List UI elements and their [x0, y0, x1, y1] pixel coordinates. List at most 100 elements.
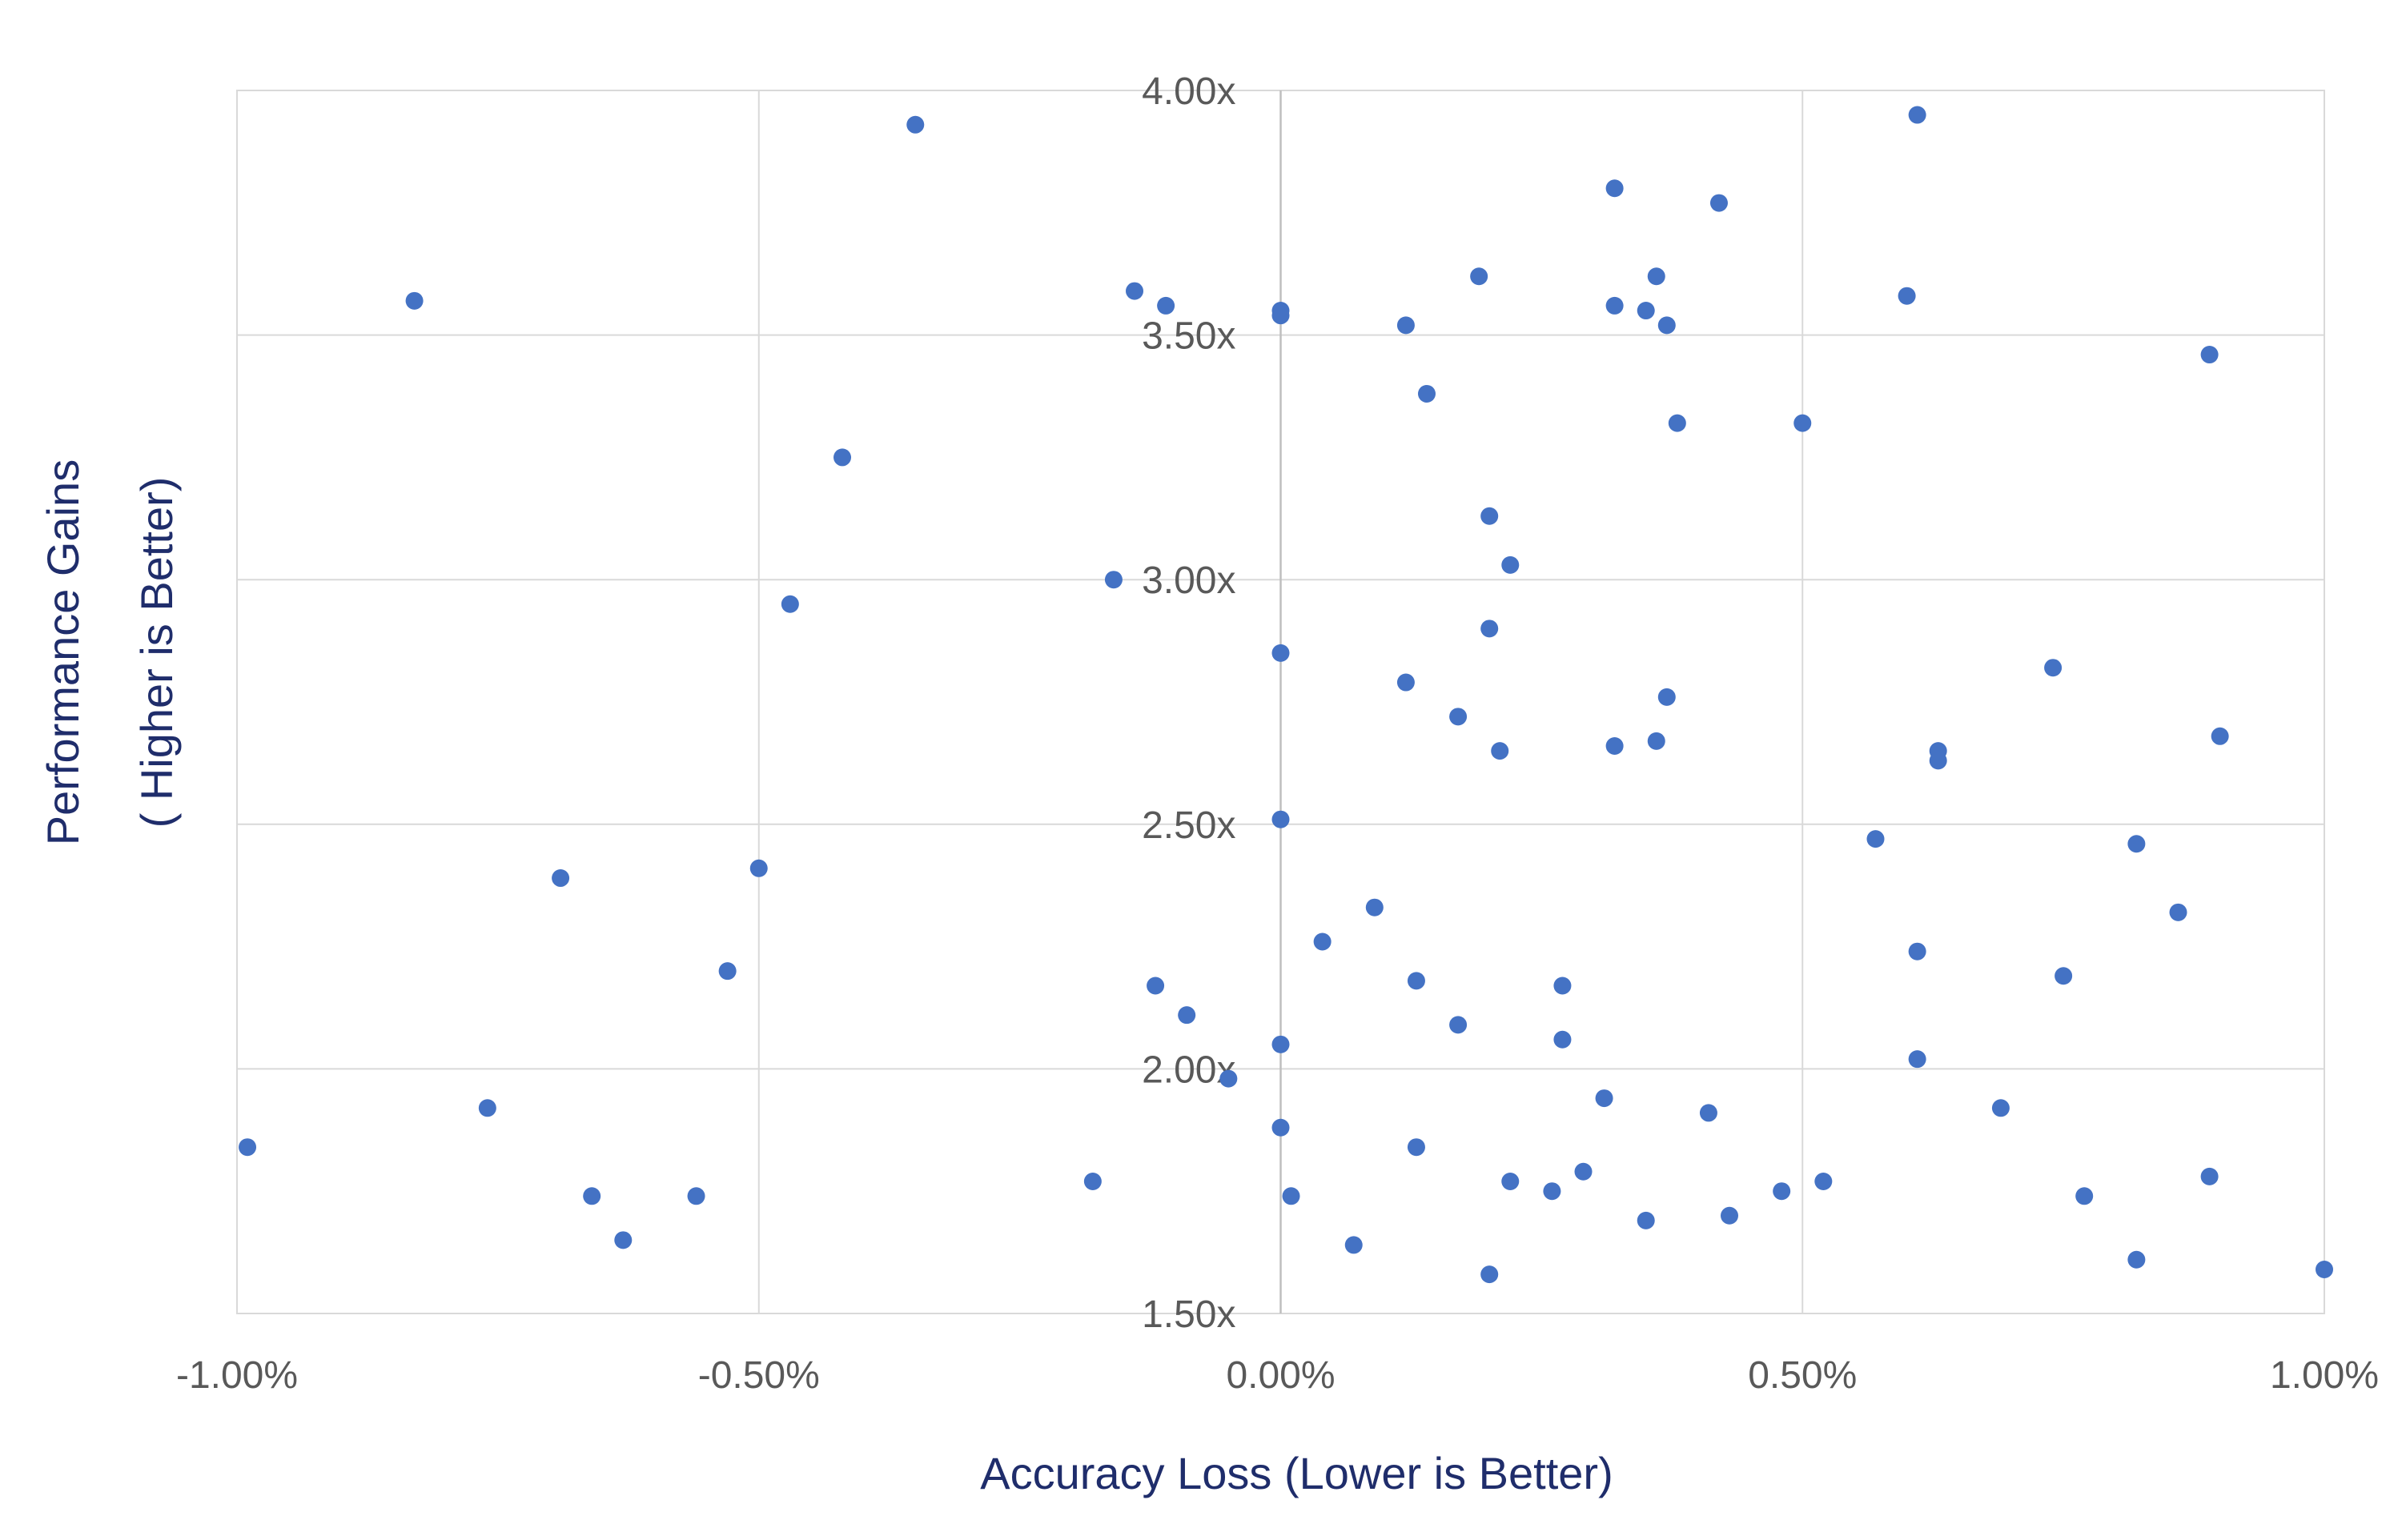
data-point: [1344, 1236, 1363, 1254]
x-tick-label: -0.50%: [698, 1354, 820, 1397]
y-axis-title: Performance Gains ( Higher is Better): [38, 459, 182, 845]
data-point: [1657, 316, 1676, 335]
y-axis-title-line-2: ( Higher is Better): [131, 477, 182, 828]
data-point: [405, 291, 424, 310]
data-point: [1282, 1187, 1300, 1205]
data-point: [906, 115, 925, 134]
data-point: [1605, 737, 1624, 756]
data-point: [1543, 1182, 1561, 1201]
data-point: [2169, 903, 2187, 921]
data-point: [1637, 302, 1655, 320]
data-point: [1773, 1182, 1791, 1201]
y-tick-label: 1.50x: [1142, 1293, 1235, 1336]
data-point: [1407, 1138, 1425, 1157]
data-point: [1271, 810, 1290, 828]
x-tick-label: 0.50%: [1748, 1354, 1857, 1397]
data-point: [583, 1187, 601, 1205]
data-point: [1898, 287, 1916, 305]
data-point: [1365, 898, 1384, 916]
data-point: [239, 1138, 257, 1157]
data-point: [478, 1099, 496, 1117]
data-point: [1605, 179, 1624, 198]
data-point: [1814, 1172, 1833, 1190]
data-point: [1908, 1050, 1926, 1069]
data-point: [1126, 282, 1144, 300]
data-point: [1657, 688, 1676, 706]
data-point: [2316, 1260, 2333, 1278]
data-point: [1929, 752, 1947, 770]
data-point: [1271, 1035, 1290, 1053]
data-point: [1866, 830, 1885, 848]
x-axis-title: Accuracy Loss (Lower is Better): [980, 1448, 1613, 1498]
data-points: [239, 106, 2333, 1284]
y-tick-label: 2.00x: [1142, 1049, 1235, 1091]
data-point: [1605, 296, 1624, 315]
data-point: [1417, 384, 1436, 403]
data-point: [718, 962, 737, 981]
data-point: [1104, 571, 1123, 589]
data-point: [1313, 932, 1332, 951]
data-point: [1449, 708, 1468, 726]
y-tick-label: 4.00x: [1142, 70, 1235, 113]
data-point: [1157, 296, 1175, 315]
data-point: [1396, 316, 1415, 335]
data-point: [1668, 414, 1686, 432]
data-point: [1480, 620, 1499, 638]
data-point: [1709, 194, 1728, 212]
data-point: [833, 448, 852, 467]
data-point: [1083, 1172, 1102, 1190]
data-point: [1647, 732, 1665, 750]
data-point: [1480, 507, 1499, 525]
tick-labels: 1.50x 2.00x 2.50x 3.00x 3.50x 4.00x -1.00% -0.5…: [176, 70, 2379, 1397]
data-point: [1595, 1089, 1613, 1108]
data-point: [1908, 942, 1926, 960]
data-point: [687, 1187, 705, 1205]
data-point: [552, 869, 570, 888]
data-point: [1147, 977, 1165, 995]
data-point: [1699, 1104, 1717, 1122]
data-point: [749, 859, 768, 877]
y-tick-label: 3.00x: [1142, 559, 1235, 602]
data-point: [1793, 414, 1812, 432]
data-point: [2200, 1167, 2219, 1185]
data-point: [1574, 1162, 1593, 1181]
data-point: [1271, 1118, 1290, 1137]
data-point: [1480, 1265, 1499, 1284]
data-point: [2127, 835, 2146, 853]
y-axis-title-line-1: Performance Gains: [38, 459, 88, 845]
data-point: [614, 1231, 633, 1249]
y-tick-label: 3.50x: [1142, 315, 1235, 358]
data-point: [1721, 1206, 1739, 1225]
data-point: [1271, 307, 1290, 325]
data-point: [2211, 727, 2229, 745]
x-tick-label: -1.00%: [176, 1354, 298, 1397]
data-point: [1219, 1069, 1238, 1088]
x-tick-label: 1.00%: [2270, 1354, 2379, 1397]
data-point: [1491, 742, 1509, 760]
data-point: [2044, 659, 2063, 677]
data-point: [2127, 1250, 2146, 1269]
data-point: [1647, 267, 1665, 286]
data-point: [1407, 972, 1425, 990]
data-point: [1991, 1099, 2010, 1117]
data-point: [1178, 1006, 1196, 1025]
data-point: [1449, 1016, 1468, 1034]
x-tick-label: 0.00%: [1226, 1354, 1335, 1397]
data-point: [781, 595, 799, 613]
data-point: [1501, 555, 1520, 574]
data-point: [1637, 1211, 1655, 1229]
data-point: [1553, 1030, 1572, 1049]
data-point: [2055, 967, 2073, 985]
y-tick-label: 2.50x: [1142, 804, 1235, 847]
gridlines: [236, 90, 2325, 1314]
data-point: [1470, 267, 1488, 286]
data-point: [1908, 106, 1926, 124]
data-point: [1553, 977, 1572, 995]
data-point: [2200, 346, 2219, 364]
data-point: [1396, 673, 1415, 692]
data-point: [1501, 1172, 1520, 1190]
data-point: [1271, 644, 1290, 662]
data-point: [2075, 1187, 2094, 1205]
